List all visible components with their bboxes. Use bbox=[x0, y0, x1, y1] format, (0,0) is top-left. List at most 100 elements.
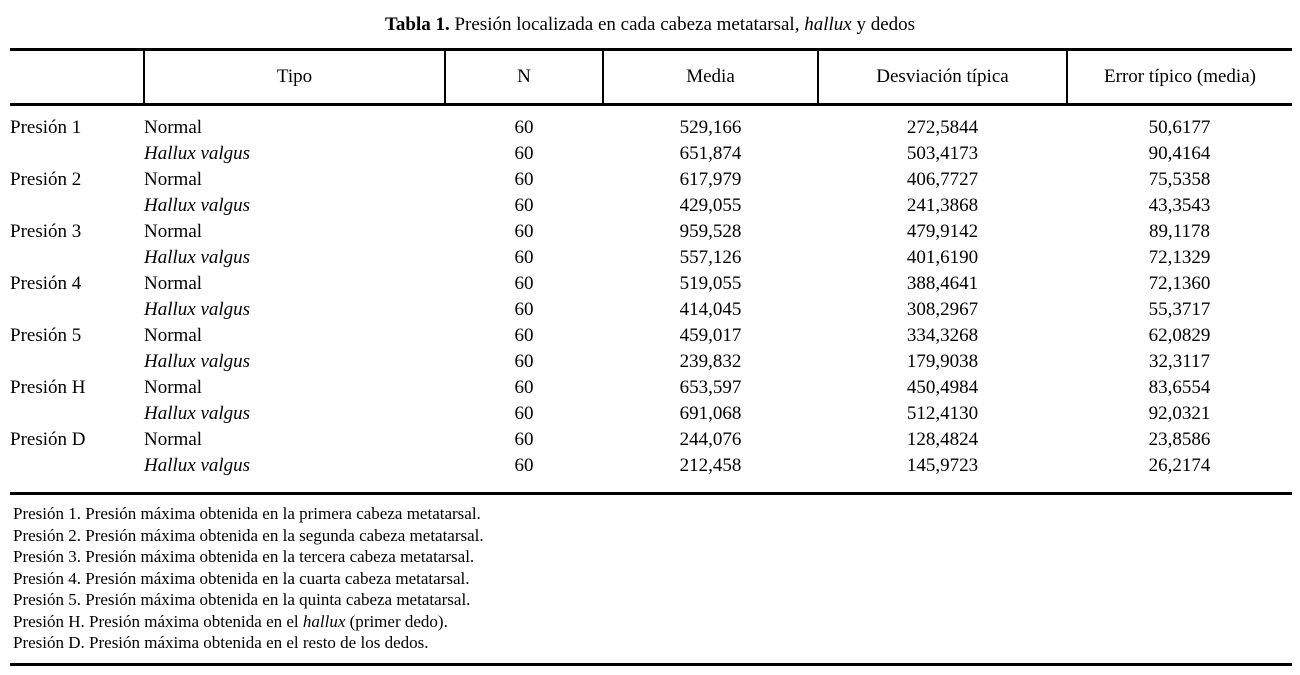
cell-tipo: Normal bbox=[144, 429, 203, 450]
cell-desviacion: 241,3868 bbox=[906, 195, 979, 216]
header-cell-media: Media bbox=[602, 49, 818, 105]
spacer-row bbox=[10, 105, 1292, 116]
cell-pressure-label: Presión D bbox=[10, 429, 86, 450]
cell-desviacion: 512,4130 bbox=[906, 403, 979, 424]
cell-tipo: Normal bbox=[144, 273, 203, 294]
cell-pressure-label: Presión H bbox=[10, 377, 86, 398]
data-table: Tipo N Media Desviación típica Error típ… bbox=[10, 48, 1292, 495]
cell-n: 60 bbox=[514, 143, 534, 164]
cell-pressure-label bbox=[10, 297, 144, 323]
cell-tipo: Normal bbox=[144, 221, 203, 242]
cell-error: 72,1329 bbox=[1148, 247, 1211, 268]
cell-pressure-label bbox=[10, 141, 144, 167]
table-row: Hallux valgus 60 557,126 401,6190 72,132… bbox=[10, 245, 1292, 271]
cell-n: 60 bbox=[514, 403, 534, 424]
cell-media: 691,068 bbox=[679, 403, 742, 424]
cell-error: 75,5358 bbox=[1148, 169, 1211, 190]
cell-n: 60 bbox=[514, 273, 534, 294]
footnote-text: Presión 1. Presión máxima obtenida en la… bbox=[13, 504, 481, 523]
cell-n: 60 bbox=[514, 377, 534, 398]
footnote-line: Presión 3. Presión máxima obtenida en la… bbox=[10, 546, 1292, 568]
cell-desviacion: 503,4173 bbox=[906, 143, 979, 164]
table-row: Hallux valgus 60 429,055 241,3868 43,354… bbox=[10, 193, 1292, 219]
cell-tipo: Normal bbox=[144, 117, 203, 138]
cell-error: 26,2174 bbox=[1148, 455, 1211, 476]
footnote-text: Presión D. Presión máxima obtenida en el… bbox=[13, 633, 429, 652]
cell-error: 92,0321 bbox=[1148, 403, 1211, 424]
table-row: Hallux valgus 60 651,874 503,4173 90,416… bbox=[10, 141, 1292, 167]
cell-error: 72,1360 bbox=[1148, 273, 1211, 294]
table-row: Presión H Normal 60 653,597 450,4984 83,… bbox=[10, 375, 1292, 401]
footnote-text: Presión 5. Presión máxima obtenida en la… bbox=[13, 590, 471, 609]
data-table-wrapper: Tipo N Media Desviación típica Error típ… bbox=[10, 48, 1292, 495]
header-cell-n: N bbox=[444, 49, 603, 105]
footnote-line: Presión 4. Presión máxima obtenida en la… bbox=[10, 568, 1292, 590]
cell-n: 60 bbox=[514, 351, 534, 372]
cell-tipo: Normal bbox=[144, 325, 203, 346]
cell-desviacion: 450,4984 bbox=[906, 377, 979, 398]
cell-desviacion: 128,4824 bbox=[906, 429, 979, 450]
cell-media: 429,055 bbox=[679, 195, 742, 216]
cell-tipo: Hallux valgus bbox=[144, 299, 251, 320]
cell-tipo: Hallux valgus bbox=[144, 403, 251, 424]
cell-tipo: Hallux valgus bbox=[144, 195, 251, 216]
footnote-text: Presión 2. Presión máxima obtenida en la… bbox=[13, 525, 484, 545]
cell-media: 651,874 bbox=[679, 143, 742, 164]
cell-desviacion: 179,9038 bbox=[906, 351, 979, 372]
cell-n: 60 bbox=[514, 247, 534, 268]
footnote-line: Presión D. Presión máxima obtenida en el… bbox=[10, 632, 1292, 654]
spacer-row bbox=[10, 479, 1292, 494]
cell-error: 89,1178 bbox=[1148, 221, 1211, 242]
cell-desviacion: 479,9142 bbox=[906, 221, 979, 242]
cell-media: 414,045 bbox=[679, 299, 742, 320]
cell-tipo: Hallux valgus bbox=[144, 143, 251, 164]
header-row: Tipo N Media Desviación típica Error típ… bbox=[10, 49, 1292, 105]
cell-n: 60 bbox=[514, 455, 534, 476]
cell-n: 60 bbox=[514, 221, 534, 242]
footnotes-block: Presión 1. Presión máxima obtenida en la… bbox=[10, 503, 1292, 666]
table-row: Presión 5 Normal 60 459,017 334,3268 62,… bbox=[10, 323, 1292, 349]
cell-pressure-label bbox=[10, 453, 144, 479]
cell-desviacion: 334,3268 bbox=[906, 325, 979, 346]
cell-pressure-label: Presión 3 bbox=[10, 221, 82, 242]
footnote-line: Presión H. Presión máxima obtenida en el… bbox=[10, 611, 1292, 633]
table-row: Presión D Normal 60 244,076 128,4824 23,… bbox=[10, 427, 1292, 453]
cell-media: 244,076 bbox=[679, 429, 742, 450]
cell-error: 55,3717 bbox=[1148, 299, 1211, 320]
footnote-text: (primer dedo). bbox=[345, 611, 448, 631]
cell-media: 617,979 bbox=[679, 169, 742, 190]
footnote-line: Presión 2. Presión máxima obtenida en la… bbox=[10, 525, 1292, 547]
cell-pressure-label: Presión 1 bbox=[10, 117, 82, 138]
cell-media: 459,017 bbox=[679, 325, 742, 346]
cell-pressure-label bbox=[10, 245, 144, 271]
footnote-text: Presión H. Presión máxima obtenida en el bbox=[13, 611, 303, 631]
footnote-text: Presión 4. Presión máxima obtenida en la… bbox=[13, 568, 470, 588]
header-cell-error: Error típico (media) bbox=[1066, 49, 1292, 105]
footnote-line: Presión 5. Presión máxima obtenida en la… bbox=[10, 589, 1292, 611]
cell-error: 32,3117 bbox=[1148, 351, 1211, 372]
cell-pressure-label bbox=[10, 349, 144, 375]
footnote-text: Presión 3. Presión máxima obtenida en la… bbox=[13, 547, 475, 566]
footnote-line: Presión 1. Presión máxima obtenida en la… bbox=[10, 503, 1292, 525]
table-row: Presión 4 Normal 60 519,055 388,4641 72,… bbox=[10, 271, 1292, 297]
cell-error: 83,6554 bbox=[1148, 377, 1211, 398]
caption-italic-term: hallux bbox=[804, 14, 852, 35]
table-row: Hallux valgus 60 239,832 179,9038 32,311… bbox=[10, 349, 1292, 375]
cell-pressure-label bbox=[10, 193, 144, 219]
cell-desviacion: 388,4641 bbox=[906, 273, 979, 294]
cell-n: 60 bbox=[514, 117, 534, 138]
cell-media: 239,832 bbox=[679, 351, 742, 372]
cell-pressure-label: Presión 2 bbox=[10, 169, 82, 190]
cell-error: 62,0829 bbox=[1148, 325, 1211, 346]
cell-desviacion: 145,9723 bbox=[906, 455, 979, 476]
table-caption: Tabla 1. Presión localizada en cada cabe… bbox=[0, 14, 1300, 36]
cell-n: 60 bbox=[514, 169, 534, 190]
cell-tipo: Hallux valgus bbox=[144, 247, 251, 268]
caption-text: Presión localizada en cada cabeza metata… bbox=[449, 14, 805, 35]
header-cell-empty bbox=[10, 50, 144, 105]
table-row: Presión 3 Normal 60 959,528 479,9142 89,… bbox=[10, 219, 1292, 245]
cell-media: 959,528 bbox=[679, 221, 742, 242]
cell-error: 43,3543 bbox=[1148, 195, 1211, 216]
footnote-italic: hallux bbox=[302, 611, 346, 631]
